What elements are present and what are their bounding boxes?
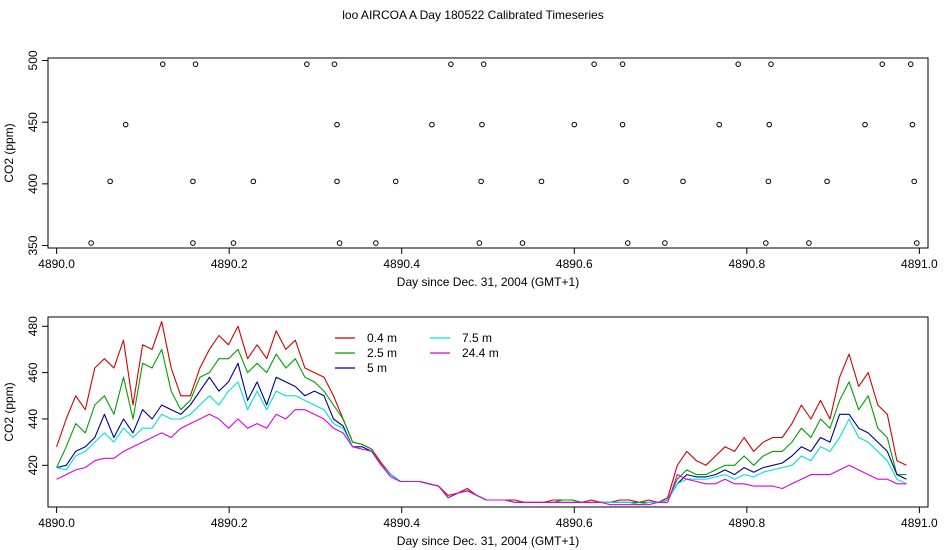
data-point	[429, 121, 435, 128]
data-point	[250, 178, 257, 185]
data-point	[519, 240, 526, 246]
data-point	[911, 178, 917, 185]
bottom-x-tick-label: 4891.0	[901, 516, 938, 530]
data-point	[862, 121, 868, 128]
bottom-x-tick-label: 4890.6	[556, 516, 593, 530]
legend-label: 24.4 m	[462, 346, 499, 360]
legend-label: 5 m	[367, 361, 387, 375]
data-point	[879, 61, 886, 67]
data-point	[763, 240, 769, 246]
bottom-x-axis-label: Day since Dec. 31, 2004 (GMT+1)	[397, 534, 579, 548]
series-line	[56, 348, 907, 503]
data-point	[304, 61, 310, 67]
data-point	[571, 121, 578, 128]
data-point	[624, 240, 631, 246]
bottom-x-tick-label: 4890.8	[728, 516, 765, 530]
bottom-y-tick-label: 440	[26, 409, 40, 429]
legend-label: 7.5 m	[462, 331, 492, 345]
data-point	[538, 178, 545, 185]
legend-label: 2.5 m	[367, 346, 397, 360]
data-point	[591, 61, 597, 67]
data-point	[88, 240, 94, 246]
data-point	[907, 61, 914, 67]
data-point	[716, 121, 723, 128]
data-point	[768, 61, 774, 67]
top-x-tick-label: 4890.0	[38, 257, 75, 271]
top-x-axis-label: Day since Dec. 31, 2004 (GMT+1)	[397, 275, 579, 289]
top-x-tick-label: 4890.8	[728, 257, 765, 271]
legend-label: 0.4 m	[367, 331, 397, 345]
data-point	[913, 240, 920, 246]
top-y-axis-label: CO2 (ppm)	[2, 123, 16, 182]
top-plot-frame	[47, 57, 929, 249]
series-line	[56, 362, 907, 506]
bottom-x-tick-label: 4890.0	[38, 516, 75, 530]
data-point	[766, 121, 773, 128]
bottom-y-axis-label: CO2 (ppm)	[2, 382, 16, 441]
data-point	[478, 178, 484, 185]
top-y-tick-label: 400	[26, 174, 40, 194]
data-point	[479, 121, 485, 128]
top-y-axis: 350 400 450 500	[26, 50, 48, 256]
data-point	[806, 240, 812, 246]
bottom-x-axis: 4890.0 4890.2 4890.4 4890.6 4890.8 4891.0	[38, 507, 938, 530]
data-point	[336, 240, 343, 246]
top-x-tick-label: 4890.4	[383, 257, 420, 271]
data-point	[680, 178, 686, 185]
data-point	[122, 121, 129, 128]
data-point	[392, 178, 399, 185]
top-y-tick-label: 350	[26, 235, 40, 255]
legend: 0.4 m2.5 m5 m 7.5 m24.4 m	[335, 331, 499, 375]
data-point	[331, 61, 338, 67]
data-point	[735, 61, 741, 67]
data-point	[448, 61, 454, 67]
series-line	[56, 381, 907, 506]
data-point	[190, 240, 196, 246]
data-point	[765, 178, 772, 185]
bottom-x-tick-label: 4890.4	[383, 516, 420, 530]
bottom-lines	[56, 321, 907, 506]
data-point	[192, 61, 199, 67]
bottom-y-tick-label: 480	[26, 316, 40, 336]
bottom-plot-frame	[47, 316, 929, 508]
figure-title: loo AIRCOA A Day 180522 Calibrated Times…	[342, 8, 603, 22]
bottom-y-tick-label: 420	[26, 455, 40, 475]
data-point	[909, 121, 916, 128]
bottom-y-axis: 420 440 460 480	[26, 316, 48, 475]
top-points	[88, 61, 920, 246]
top-x-tick-label: 4891.0	[901, 257, 938, 271]
top-panel: 4890.0 4890.2 4890.4 4890.6 4890.8 4891.0 350…	[2, 50, 938, 289]
data-point	[107, 178, 113, 185]
data-point	[619, 61, 626, 67]
data-point	[480, 61, 487, 67]
bottom-panel: 4890.0 4890.2 4890.4 4890.6 4890.8 4891.0 420…	[2, 316, 938, 548]
top-x-tick-label: 4890.6	[556, 257, 593, 271]
data-point	[230, 240, 237, 246]
bottom-x-tick-label: 4890.2	[211, 516, 248, 530]
data-point	[476, 240, 483, 246]
data-point	[373, 240, 379, 246]
data-point	[190, 178, 196, 185]
data-point	[824, 178, 830, 185]
top-y-tick-label: 450	[26, 112, 40, 132]
data-point	[334, 178, 340, 185]
data-point	[159, 61, 166, 67]
top-y-tick-label: 500	[26, 50, 40, 70]
data-point	[334, 121, 340, 128]
bottom-y-tick-label: 460	[26, 362, 40, 382]
data-point	[623, 178, 629, 185]
data-point	[619, 121, 626, 128]
top-x-axis: 4890.0 4890.2 4890.4 4890.6 4890.8 4891.0	[38, 248, 938, 271]
top-x-tick-label: 4890.2	[211, 257, 248, 271]
series-line	[56, 409, 907, 506]
data-point	[662, 240, 668, 246]
